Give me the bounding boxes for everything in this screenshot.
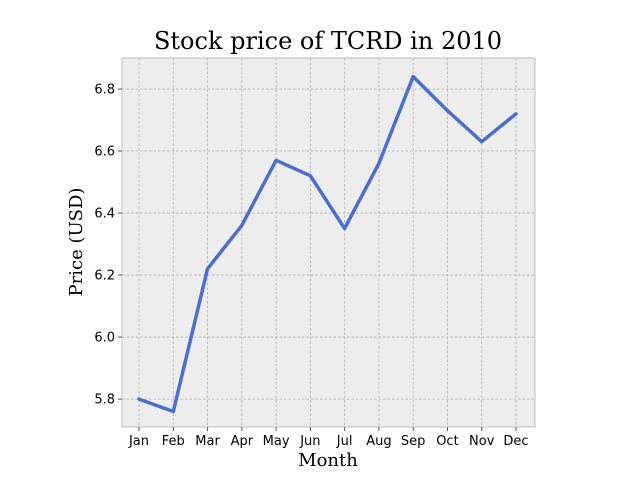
gridlines	[122, 58, 535, 427]
y-tick-label: 6.4	[94, 207, 115, 222]
data-point-aug	[377, 161, 381, 165]
x-tick-label: Sep	[401, 434, 426, 449]
x-tick-label: Jul	[336, 434, 353, 449]
x-tick-label: Jun	[299, 434, 320, 449]
x-tick-label: Nov	[469, 434, 495, 449]
data-point-feb	[171, 409, 175, 413]
y-tick-label: 5.8	[94, 393, 115, 408]
x-axis-label: Month	[298, 450, 358, 471]
plot-frame	[121, 57, 536, 428]
y-axis-label: Price (USD)	[66, 188, 87, 297]
data-point-jul	[343, 227, 347, 231]
y-axis-ticks: 5.8 6.0 6.2 6.4 6.6 6.8	[94, 83, 122, 408]
y-tick-label: 6.6	[94, 145, 115, 160]
data-points	[137, 75, 518, 413]
y-tick-label: 6.2	[94, 269, 115, 284]
data-point-dec	[514, 112, 518, 116]
data-point-nov	[480, 140, 484, 144]
chart-title: Stock price of TCRD in 2010	[154, 27, 502, 55]
x-tick-label: Aug	[366, 434, 391, 449]
x-tick-label: Apr	[231, 434, 254, 449]
data-point-sep	[411, 75, 415, 79]
x-tick-label: Dec	[503, 434, 528, 449]
x-tick-label: Oct	[436, 434, 458, 449]
data-point-jun	[308, 174, 312, 178]
data-point-mar	[206, 267, 210, 271]
plot-area	[122, 58, 535, 427]
x-axis-ticks: Jan Feb Mar Apr May Jun Jul Aug Sep Oct Nov Dec	[128, 427, 529, 449]
data-point-jan	[137, 397, 141, 401]
data-point-oct	[445, 109, 449, 113]
x-tick-label: Feb	[162, 434, 185, 449]
x-tick-label: May	[263, 434, 290, 449]
y-tick-label: 6.8	[94, 83, 115, 98]
price-line	[137, 74, 518, 414]
y-tick-label: 6.0	[94, 331, 115, 346]
data-point-apr	[240, 223, 244, 227]
x-tick-label: Jan	[128, 434, 149, 449]
data-point-may	[274, 158, 278, 162]
x-tick-label: Mar	[195, 434, 220, 449]
